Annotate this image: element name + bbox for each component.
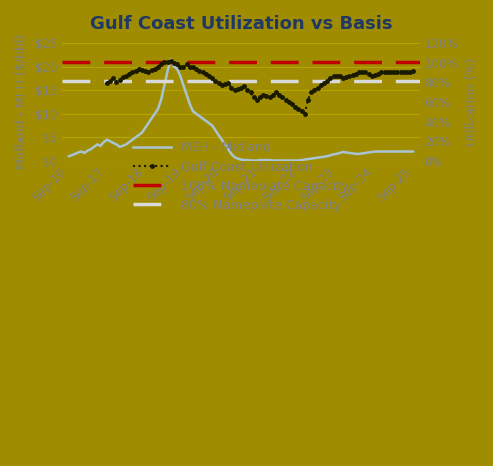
- Y-axis label: Utilization (%): Utilization (%): [465, 58, 478, 146]
- Y-axis label: Midland - MEH ($/bbl): Midland - MEH ($/bbl): [15, 34, 28, 170]
- Legend: MEH - Midland, Gulf Coast Utilization, 100% Nameplate Capacity, 80% Nameplate Ca: MEH - Midland, Gulf Coast Utilization, 1…: [127, 135, 354, 219]
- Title: Gulf Coast Utilization vs Basis: Gulf Coast Utilization vs Basis: [90, 15, 392, 33]
